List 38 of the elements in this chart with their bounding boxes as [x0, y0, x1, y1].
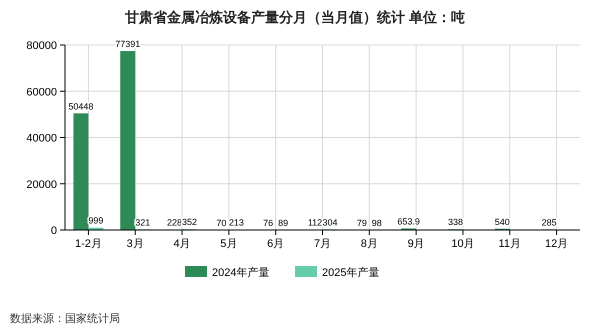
- x-tick-label: 7月: [314, 238, 332, 250]
- y-tick-label: 60000: [26, 86, 57, 98]
- data-label: 228: [167, 217, 182, 228]
- data-label: 304: [322, 217, 338, 228]
- data-label: 98: [372, 218, 382, 228]
- legend-label: 2025年产量: [322, 266, 380, 279]
- x-tick-label: 3月: [126, 238, 144, 250]
- chart-title: 甘肃省金属冶炼设备产量分月（当月值）统计 单位：吨: [124, 9, 465, 25]
- data-label: 352: [182, 217, 198, 228]
- legend-label: 2024年产量: [212, 266, 270, 279]
- data-label: 999: [88, 216, 104, 226]
- y-tick-label: 40000: [26, 132, 57, 144]
- y-tick-label: 80000: [26, 40, 57, 52]
- data-label: 76: [263, 218, 274, 228]
- data-label: 285: [542, 217, 557, 228]
- data-label: 89: [278, 218, 288, 228]
- data-label: 70: [216, 218, 226, 228]
- data-label: 321: [135, 217, 150, 228]
- x-tick-label: 6月: [267, 238, 284, 250]
- data-label: 112: [308, 218, 322, 228]
- x-tick-label: 8月: [360, 238, 378, 250]
- data-label: 653.9: [397, 216, 420, 226]
- data-label: 213: [228, 218, 244, 228]
- data-label: 540: [494, 216, 510, 227]
- data-label: 50448: [68, 101, 94, 112]
- x-tick-label: 10月: [451, 238, 475, 250]
- y-tick-label: 20000: [26, 178, 57, 191]
- x-tick-label: 1-2月: [74, 238, 102, 250]
- data-label: 77391: [115, 39, 140, 50]
- x-tick-label: 12月: [544, 238, 568, 250]
- x-tick-label: 11月: [498, 238, 521, 250]
- y-tick-label: 0: [50, 225, 57, 237]
- x-tick-label: 4月: [173, 238, 191, 250]
- source-note: 数据来源：国家统计局: [10, 312, 120, 325]
- data-label: 79: [356, 218, 367, 228]
- x-tick-label: 5月: [220, 238, 238, 250]
- data-label: 338: [448, 217, 463, 228]
- x-tick-label: 9月: [408, 238, 425, 250]
